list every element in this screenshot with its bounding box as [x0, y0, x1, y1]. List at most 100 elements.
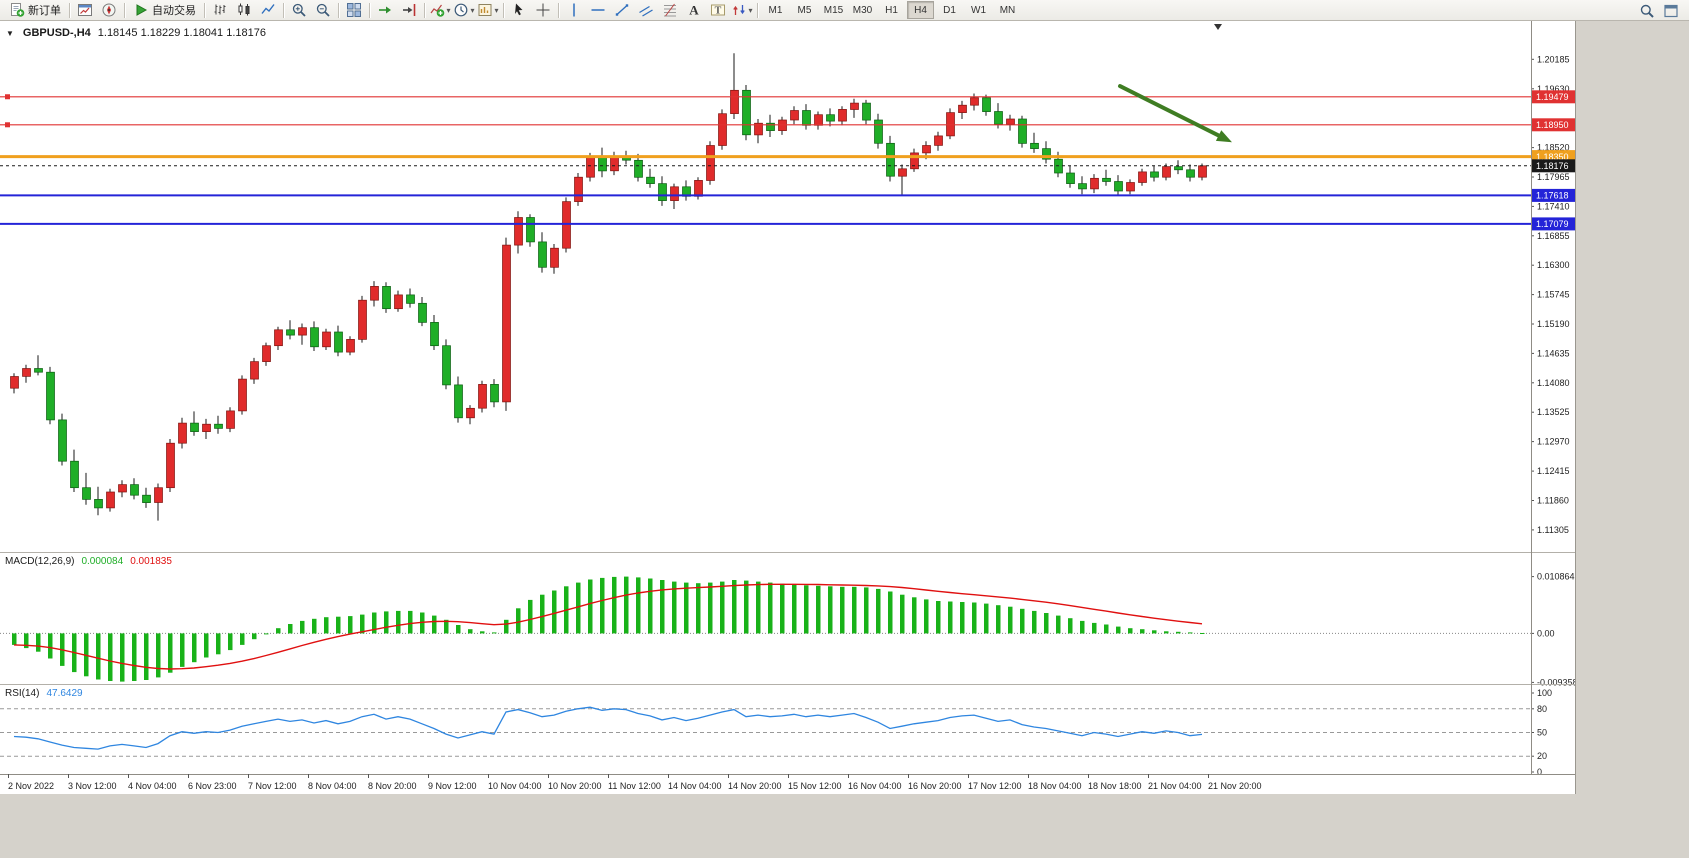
candle — [1114, 181, 1123, 192]
candle — [814, 114, 823, 126]
resistance-line-1-anchor[interactable] — [5, 94, 10, 100]
candlestick-chart-button[interactable] — [232, 0, 256, 20]
candle — [730, 89, 739, 114]
timeframe-m30-button[interactable]: M30 — [852, 4, 873, 16]
candle — [22, 368, 31, 377]
zoom-out-button[interactable] — [311, 0, 335, 20]
fullscreen-button[interactable] — [1659, 1, 1683, 21]
timeframe-m5-button[interactable]: M5 — [797, 4, 812, 16]
candle — [850, 102, 859, 110]
timeframe-h1-button[interactable]: H1 — [885, 4, 898, 16]
tile-windows-button[interactable] — [342, 0, 366, 20]
one-click-trading-toggle[interactable]: ▼ — [6, 28, 14, 38]
text-button[interactable]: A — [682, 0, 706, 20]
auto-scroll-button[interactable] — [373, 0, 397, 20]
trend-arrow-annotation[interactable] — [1118, 84, 1226, 141]
market-watch-button[interactable] — [73, 0, 97, 20]
dropdown-caret-icon[interactable]: ▾ — [446, 5, 451, 15]
candle — [574, 176, 583, 202]
toolbar-separator — [69, 2, 70, 18]
price-badge — [1532, 217, 1575, 231]
chart-window: 1.20185 1.19630 1.18520 1.17965 1.17410 1.168… — [0, 21, 1576, 794]
market-watch-icon — [77, 2, 93, 18]
trendline-button[interactable] — [610, 0, 634, 20]
candle — [1162, 166, 1171, 178]
candle — [934, 135, 943, 146]
candle — [1090, 177, 1099, 190]
candle — [214, 423, 223, 429]
candle — [718, 113, 727, 146]
horizontal-line-button[interactable] — [586, 0, 610, 20]
indicators-button[interactable]: ▾ — [428, 0, 452, 20]
chart-shift-button[interactable] — [397, 0, 421, 20]
price-axis-label: 1.12970 — [1537, 437, 1570, 447]
tile-windows-icon — [346, 2, 362, 18]
candle — [238, 378, 247, 412]
cursor-button[interactable] — [507, 0, 531, 20]
macd-axis-label: 0.00 — [1537, 628, 1555, 638]
price-axis-label: 1.17410 — [1537, 201, 1570, 211]
candle — [586, 156, 595, 178]
trend-arrow-head[interactable] — [1215, 130, 1232, 143]
time-axis-label: 18 Nov 04:00 — [1028, 781, 1082, 791]
candle — [742, 89, 751, 136]
periods-button[interactable]: ▾ — [452, 0, 476, 20]
dropdown-caret-icon[interactable]: ▾ — [748, 5, 753, 15]
candle — [1138, 171, 1147, 183]
timeframe-m1-button[interactable]: M1 — [768, 4, 783, 16]
rsi-axis-label: 50 — [1537, 728, 1547, 738]
chart-canvas[interactable]: 1.20185 1.19630 1.18520 1.17965 1.17410 1.168… — [0, 21, 1575, 794]
toolbar-separator — [124, 2, 125, 18]
templates-button[interactable]: ▾ — [476, 0, 500, 20]
time-axis-label: 18 Nov 18:00 — [1088, 781, 1142, 791]
timeframe-h4-button[interactable]: H4 — [907, 1, 934, 19]
time-axis-label: 8 Nov 20:00 — [368, 781, 417, 791]
new-order-button[interactable]: 新订单 — [4, 0, 66, 20]
price-badge — [1532, 118, 1575, 132]
candle — [46, 371, 55, 421]
price-badge-label: 1.19479 — [1536, 92, 1569, 102]
candle — [1078, 183, 1087, 190]
zoom-in-button[interactable] — [287, 0, 311, 20]
line-chart-button[interactable] — [256, 0, 280, 20]
timeframe-m15-button[interactable]: M15 — [823, 4, 844, 16]
candle — [454, 384, 463, 419]
timeframe-w1-button[interactable]: W1 — [971, 4, 986, 16]
candle — [538, 241, 547, 268]
navigator-button[interactable] — [97, 0, 121, 20]
chart-background — [0, 21, 1575, 794]
crosshair-button[interactable] — [531, 0, 555, 20]
timeframe-d1-button[interactable]: D1 — [943, 4, 956, 16]
time-axis-label: 3 Nov 12:00 — [68, 781, 117, 791]
bar-chart-button[interactable] — [208, 0, 232, 20]
dropdown-caret-icon[interactable]: ▾ — [494, 5, 499, 15]
equidistant-channel-button[interactable] — [634, 0, 658, 20]
rsi-axis-label: 20 — [1537, 751, 1547, 761]
rsi-axis-label: 0 — [1537, 767, 1542, 777]
candle — [502, 244, 511, 403]
price-axis-label: 1.15745 — [1537, 290, 1570, 300]
new-order-label: 新订单 — [28, 5, 61, 17]
vertical-line-button[interactable] — [562, 0, 586, 20]
time-axis-label: 8 Nov 04:00 — [308, 781, 357, 791]
chart-shift-marker[interactable] — [1214, 24, 1222, 30]
fibonacci-icon — [662, 2, 678, 18]
price-axis-label: 1.13525 — [1537, 407, 1570, 417]
line-chart-icon — [260, 2, 276, 18]
timeframe-mn-button[interactable]: MN — [999, 4, 1016, 16]
chart-shift-icon — [401, 2, 417, 18]
candle — [1042, 148, 1051, 160]
periods-icon — [453, 2, 469, 18]
toolbar-separator — [338, 2, 339, 18]
arrows-button[interactable]: ▾ — [730, 0, 754, 20]
horizontal-line-icon — [590, 2, 606, 18]
dropdown-caret-icon[interactable]: ▾ — [470, 5, 475, 15]
candle — [1006, 118, 1015, 125]
candle — [478, 384, 487, 409]
resistance-line-2-anchor[interactable] — [5, 122, 10, 128]
autotrading-button[interactable]: 自动交易 — [128, 0, 201, 20]
search-button[interactable] — [1635, 1, 1659, 21]
candle — [178, 422, 187, 444]
fibonacci-button[interactable] — [658, 0, 682, 20]
text-label-button[interactable]: T — [706, 0, 730, 20]
